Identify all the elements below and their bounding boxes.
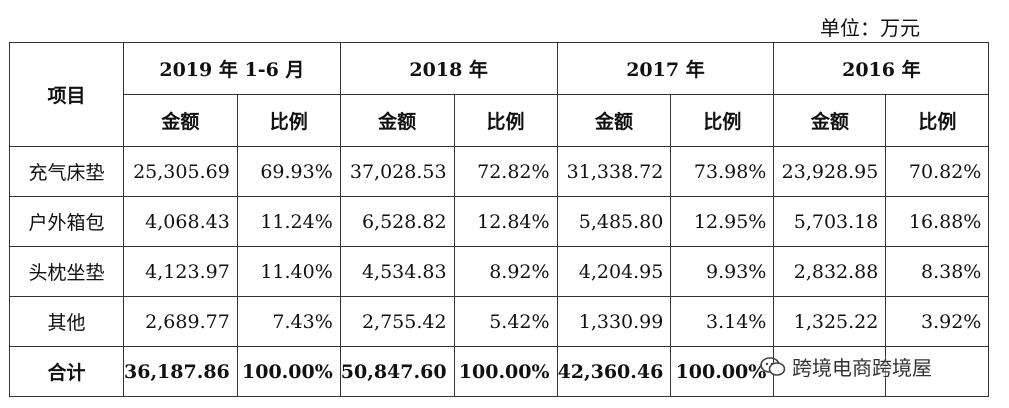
period-header: 2016 年 [773,42,990,95]
amount-cell: 6,528.82 [339,196,455,247]
ratio-cell: 73.98% [670,146,775,197]
amount-cell: 4,068.43 [123,196,238,247]
ratio-cell: 7.43% [236,296,341,347]
amount-cell: 5,485.80 [556,196,672,247]
watermark-text: 跨境电商跨境屋 [792,356,932,380]
table-row: 头枕坐垫 4,123.97 11.40% 4,534.83 8.92% 4,20… [9,246,990,297]
amount-cell: 5,703.18 [773,196,887,247]
ratio-cell: 16.88% [885,196,990,247]
ratio-cell: 8.38% [885,246,990,297]
ratio-cell: 9.93% [670,246,775,297]
amount-cell [773,346,887,397]
ratio-cell: 3.14% [670,296,775,347]
ratio-cell: 12.95% [670,196,775,247]
ratio-cell [885,346,990,397]
amount-cell: 2,832.88 [773,246,887,297]
ratio-cell: 11.24% [236,196,341,247]
ratio-cell: 100.00% [236,346,341,397]
ratio-cell: 8.92% [453,246,558,297]
amount-cell: 2,689.77 [123,296,238,347]
amount-cell: 50,847.60 [339,346,455,397]
period-header-row: 项目 2019 年 1-6 月 2018 年 2017 年 2016 年 [9,42,990,147]
amount-cell: 37,028.53 [339,146,455,197]
ratio-header: 比例 [453,94,558,147]
ratio-header: 比例 [670,94,775,147]
ratio-cell: 100.00% [453,346,558,397]
ratio-cell: 70.82% [885,146,990,197]
ratio-cell: 3.92% [885,296,990,347]
period-header: 2017 年 [556,42,775,95]
row-label: 充气床垫 [9,146,124,197]
amount-cell: 42,360.46 [556,346,672,397]
wechat-icon [760,356,786,377]
unit-label: 单位：万元 [820,16,920,40]
table-row: 其他 2,689.77 7.43% 2,755.42 5.42% 1,330.9… [9,296,990,347]
amount-cell: 36,187.86 [123,346,238,397]
amount-cell: 1,325.22 [773,296,887,347]
amount-cell: 4,534.83 [339,246,455,297]
ratio-cell: 5.42% [453,296,558,347]
period-header: 2018 年 [339,42,558,95]
ratio-cell: 12.84% [453,196,558,247]
row-label: 其他 [9,296,124,347]
row-label: 户外箱包 [9,196,124,247]
watermark: 跨境电商跨境屋 [760,352,932,381]
total-label: 合计 [9,346,124,397]
period-header: 2019 年 1-6 月 [123,42,341,95]
amount-cell: 1,330.99 [556,296,672,347]
amount-cell: 4,204.95 [556,246,672,297]
amount-header: 金额 [339,94,455,147]
ratio-header: 比例 [236,94,341,147]
revenue-table: 项目 2019 年 1-6 月 2018 年 2017 年 2016 年 金额 … [9,42,990,397]
subheader-row: 金额 比例 金额 比例 金额 比例 金额 比例 [10,94,990,147]
table-row: 充气床垫 25,305.69 69.93% 37,028.53 72.82% 3… [9,146,990,197]
ratio-cell: 11.40% [236,246,341,297]
amount-cell: 25,305.69 [123,146,238,197]
amount-cell: 31,338.72 [556,146,672,197]
amount-header: 金额 [123,94,238,147]
ratio-cell: 69.93% [236,146,341,197]
amount-cell: 23,928.95 [773,146,887,197]
amount-header: 金额 [556,94,672,147]
amount-cell: 2,755.42 [339,296,455,347]
row-label: 头枕坐垫 [9,246,124,297]
amount-cell: 4,123.97 [123,246,238,297]
ratio-cell: 100.00% [670,346,775,397]
ratio-header: 比例 [885,94,990,147]
table-row: 户外箱包 4,068.43 11.24% 6,528.82 12.84% 5,4… [9,196,990,247]
ratio-cell: 72.82% [453,146,558,197]
item-header: 项目 [9,42,124,147]
amount-header: 金额 [773,94,887,147]
total-row: 合计 36,187.86 100.00% 50,847.60 100.00% 4… [9,346,990,397]
